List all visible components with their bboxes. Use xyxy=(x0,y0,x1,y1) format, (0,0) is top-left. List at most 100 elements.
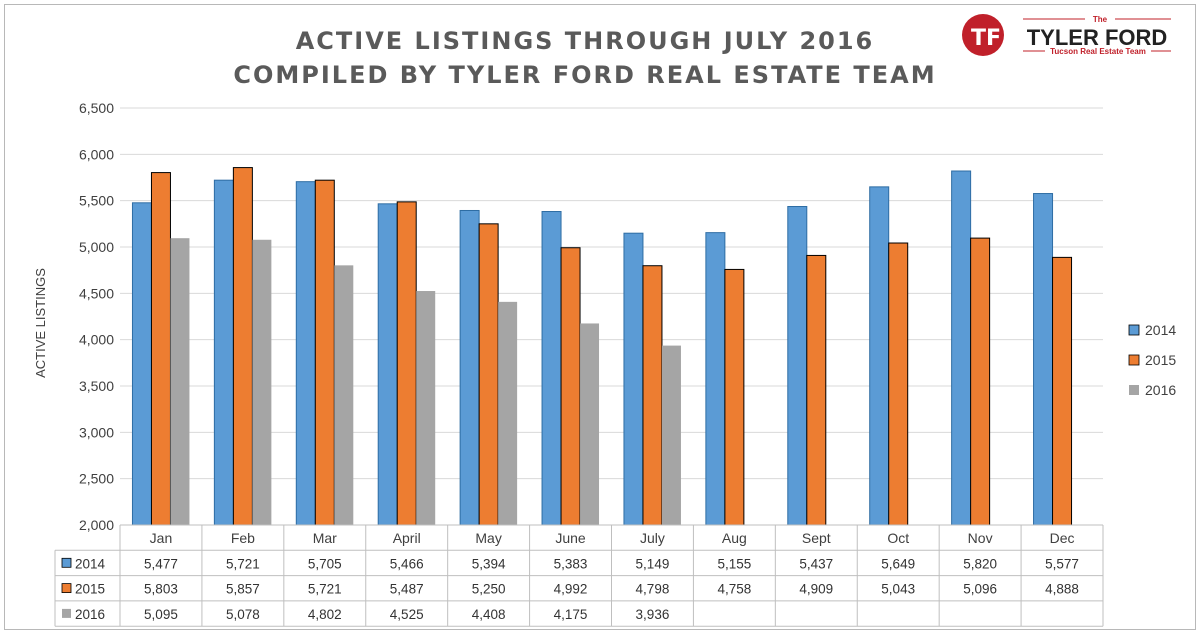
category-label: Dec xyxy=(1050,530,1075,546)
bar-2014-Aug xyxy=(705,232,726,526)
data-label: 4,408 xyxy=(472,607,506,622)
data-label: 4,798 xyxy=(636,582,670,597)
y-axis-ticks: 2,000 2,500 3,000 3,500 4,000 4,500 5,000 5,500… xyxy=(79,100,114,533)
bar-2015-Feb xyxy=(232,167,253,526)
bar-2015-Nov xyxy=(970,237,991,526)
data-label: 4,175 xyxy=(554,607,588,622)
data-label: 5,803 xyxy=(144,582,178,597)
bar-2014-June xyxy=(541,211,562,526)
data-label: 5,466 xyxy=(390,556,424,571)
legend-label: 2016 xyxy=(1145,382,1176,398)
data-table: Jan Feb Mar April May June July Aug Sept Oct Nov De… xyxy=(54,524,1104,627)
legend: 2014 2015 2016 xyxy=(1128,322,1176,398)
bar-2016-April xyxy=(416,291,436,525)
bar-2015-Sept xyxy=(806,254,827,526)
data-label: 5,721 xyxy=(308,582,342,597)
category-label: May xyxy=(475,530,501,546)
y-tick-label: 6,500 xyxy=(79,100,114,116)
data-label: 4,888 xyxy=(1045,582,1079,597)
data-label: 5,250 xyxy=(472,582,506,597)
bar-2015-Jan xyxy=(150,172,171,526)
data-label: 5,487 xyxy=(390,582,424,597)
bars xyxy=(131,167,1073,526)
chart-title: ACTIVE LISTINGS THROUGH JULY 2016 COMPIL… xyxy=(233,27,936,89)
data-label: 4,802 xyxy=(308,607,342,622)
data-label: 5,043 xyxy=(881,582,915,597)
y-tick-label: 3,500 xyxy=(79,378,114,394)
data-label: 5,857 xyxy=(226,582,260,597)
bar-2016-May xyxy=(498,301,518,525)
legend-swatch-2014 xyxy=(1128,324,1140,336)
chart-frame: ACTIVE LISTINGS THROUGH JULY 2016 COMPIL… xyxy=(4,4,1196,630)
data-label: 5,437 xyxy=(799,556,833,571)
bar-2015-Mar xyxy=(314,179,335,526)
category-label: Nov xyxy=(968,530,993,546)
bar-2015-Dec xyxy=(1052,256,1073,526)
y-tick-label: 6,000 xyxy=(79,146,114,162)
y-tick-label: 2,500 xyxy=(79,471,114,487)
table-series-name: 2015 xyxy=(75,582,105,597)
y-tick-label: 2,000 xyxy=(79,517,114,533)
data-label: 5,383 xyxy=(554,556,588,571)
data-label: 4,525 xyxy=(390,607,424,622)
logo-small-text: The xyxy=(1093,15,1108,24)
y-tick-label: 5,000 xyxy=(79,239,114,255)
data-label: 5,577 xyxy=(1045,556,1079,571)
y-tick-label: 4,500 xyxy=(79,285,114,301)
category-label: April xyxy=(393,530,421,546)
bar-2015-July xyxy=(642,265,663,526)
data-label: 5,155 xyxy=(717,556,751,571)
chart-title-line-2: COMPILED BY TYLER FORD REAL ESTATE TEAM xyxy=(233,61,936,89)
data-label: 4,909 xyxy=(799,582,833,597)
bar-2015-April xyxy=(396,201,417,526)
data-label: 5,477 xyxy=(144,556,178,571)
bar-2015-Oct xyxy=(888,242,909,526)
category-label: July xyxy=(640,530,665,546)
category-label: Jan xyxy=(150,530,173,546)
legend-swatch-2016 xyxy=(1129,385,1139,395)
legend-label: 2014 xyxy=(1145,322,1176,338)
data-label: 5,096 xyxy=(963,582,997,597)
y-tick-label: 3,000 xyxy=(79,424,114,440)
data-label: 5,820 xyxy=(963,556,997,571)
bar-2016-Mar xyxy=(334,265,354,525)
category-label: Sept xyxy=(802,530,831,546)
logo-sub-text: Tucson Real Estate Team xyxy=(1050,47,1146,56)
data-label: 5,149 xyxy=(636,556,670,571)
bar-2014-Sept xyxy=(787,206,808,526)
bar-2014-Jan xyxy=(131,202,152,526)
logo-main-text: TYLER FORD xyxy=(1027,25,1168,50)
data-label: 5,705 xyxy=(308,556,342,571)
table-swatch-2015 xyxy=(61,583,72,593)
bar-2014-Nov xyxy=(951,170,972,526)
bar-2014-May xyxy=(459,209,480,526)
bar-2014-Oct xyxy=(869,186,890,526)
bar-2016-June xyxy=(580,323,600,525)
gridlines xyxy=(120,107,1103,526)
bar-2016-July xyxy=(661,345,681,525)
y-axis-label: ACTIVE LISTINGS xyxy=(33,268,48,378)
y-tick-label: 5,500 xyxy=(79,193,114,209)
bar-2015-Aug xyxy=(724,268,745,526)
table-swatch-2014 xyxy=(61,557,72,568)
y-tick-label: 4,000 xyxy=(79,332,114,348)
logo-circle-icon xyxy=(962,14,1004,56)
bar-2014-April xyxy=(377,203,398,526)
category-label: Feb xyxy=(231,530,255,546)
category-label: Oct xyxy=(887,530,909,546)
data-label: 3,936 xyxy=(636,607,670,622)
data-label: 5,078 xyxy=(226,607,260,622)
bar-2014-Feb xyxy=(213,179,234,526)
bar-chart: ACTIVE LISTINGS THROUGH JULY 2016 COMPIL… xyxy=(33,14,1176,627)
table-swatch-2016 xyxy=(62,608,71,618)
table-series-name: 2016 xyxy=(75,607,105,622)
table-series-name: 2014 xyxy=(75,556,106,571)
data-label: 5,649 xyxy=(881,556,915,571)
data-label: 5,095 xyxy=(144,607,178,622)
data-label: 4,758 xyxy=(717,582,751,597)
category-label: Aug xyxy=(722,530,747,546)
bar-2014-Mar xyxy=(295,181,316,526)
data-label: 4,992 xyxy=(554,582,588,597)
tyler-ford-logo: TF The TYLER FORD Tucson Real Estate Tea… xyxy=(962,14,1171,56)
bar-2015-May xyxy=(478,223,499,526)
